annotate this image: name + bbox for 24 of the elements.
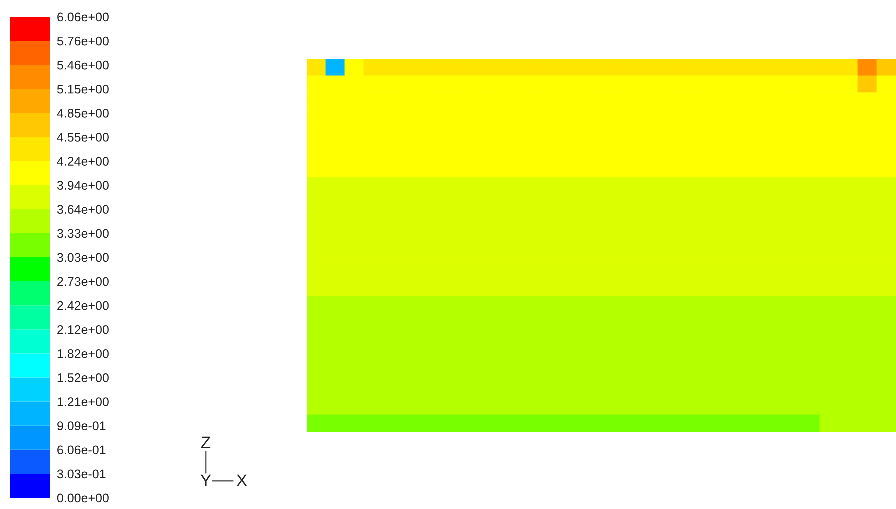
color-bar-label: 5.15e+00 (57, 84, 109, 94)
color-bar-label: 4.85e+00 (57, 109, 109, 118)
color-bar-label: 2.42e+00 (58, 301, 109, 310)
text: Y (200, 474, 212, 486)
color-bar-label: 5.76e+00 (57, 36, 109, 46)
color-bar-label: 3.03e+00 (57, 253, 109, 262)
color-bar-label: 5.46e+00 (57, 60, 109, 70)
color-bar-label: 1.82e+00 (58, 350, 109, 358)
color-bar-label: 2.73e+00 (58, 277, 109, 286)
color-bar-label: 3.94e+00 (57, 181, 109, 190)
color-bar-label: 1.52e+00 (58, 374, 109, 382)
color-bar-label: 4.55e+00 (57, 133, 109, 142)
color-bar-label: 4.24e+00 (57, 157, 109, 166)
color-bar-label: 3.33e+00 (57, 229, 109, 238)
color-bar-label: 1.21e+00 (58, 398, 109, 406)
color-bar-label: 2.12e+00 (58, 325, 109, 334)
color-bar-label: 6.06e+00 (58, 12, 109, 22)
color-bar-label: 6.06e-01 (58, 446, 106, 455)
text: Z (201, 436, 211, 448)
color-bar-label: 3.64e+00 (57, 205, 109, 214)
color-bar-label: 0.00e+00 (57, 494, 109, 503)
color-bar-label: 3.03e-01 (57, 470, 106, 479)
text: X (236, 474, 248, 486)
color-bar-label: 9.09e-01 (58, 422, 106, 430)
